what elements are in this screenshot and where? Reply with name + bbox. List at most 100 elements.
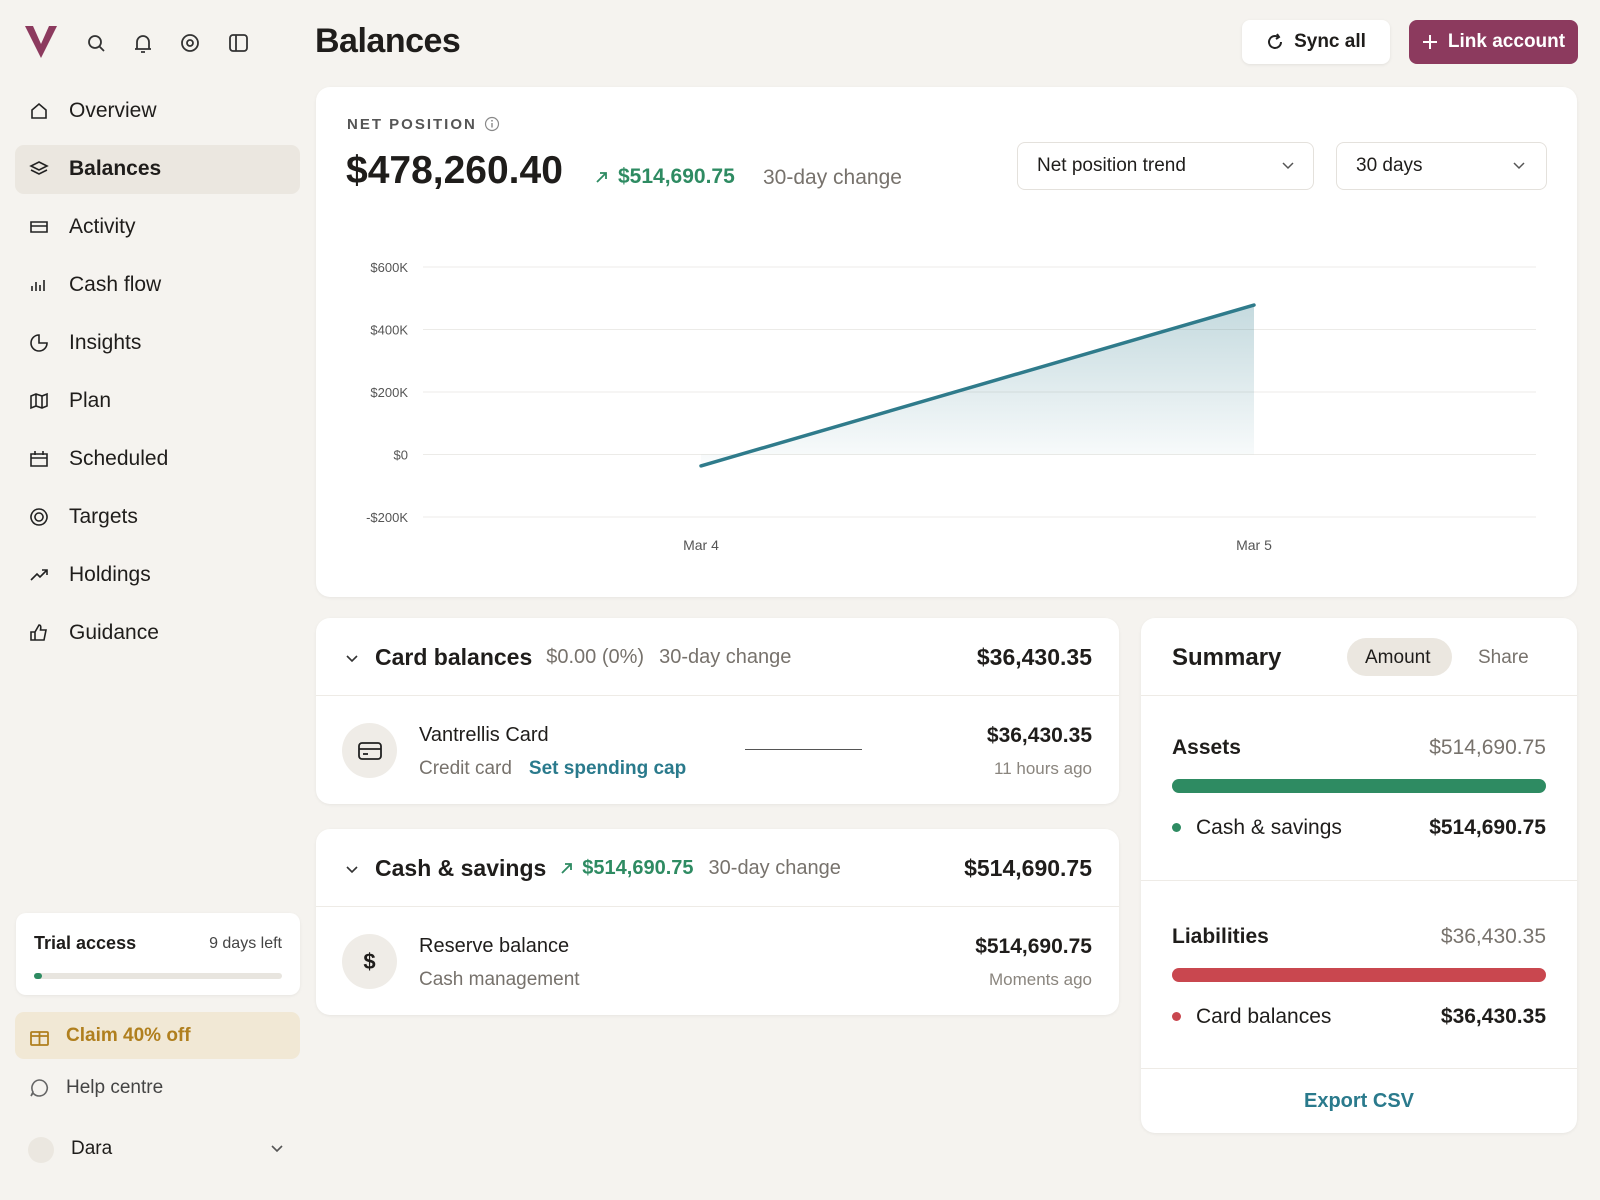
icon-path: [30, 508, 48, 526]
divider: [1141, 695, 1577, 696]
nav-item[interactable]: Holdings: [69, 563, 151, 586]
nav-icon: [30, 624, 47, 641]
assets-bar: [1172, 779, 1546, 793]
metric-select-label: Net position trend: [1037, 155, 1186, 176]
collapse-chevron[interactable]: [346, 651, 358, 669]
account-kind: Credit card: [419, 758, 512, 779]
net-chart: -$200K $0 $200K $400K $600K Mar 4 Mar 5: [366, 260, 1536, 553]
nav-icon: [30, 569, 48, 581]
group-change-label: 30-day change: [708, 857, 841, 879]
tab[interactable]: Amount: [1365, 647, 1431, 668]
liabilities-title: Liabilities: [1172, 925, 1269, 948]
nav-item[interactable]: Scheduled: [69, 447, 169, 470]
nav-item[interactable]: Guidance: [69, 621, 159, 644]
assets-title: Assets: [1172, 736, 1241, 759]
account-amount: $514,690.75: [975, 935, 1092, 958]
logo[interactable]: [22, 22, 60, 62]
icon-path: [30, 451, 48, 467]
assets-amount: $514,690.75: [1429, 816, 1546, 839]
bell-icon[interactable]: [135, 35, 151, 53]
nav-item[interactable]: Insights: [69, 331, 142, 354]
nav-icon: [30, 221, 48, 233]
liabilities-item: Card balances: [1196, 1005, 1332, 1028]
assets-total: $514,690.75: [1429, 736, 1546, 759]
group-title: Cash & savings: [375, 855, 547, 881]
account-updated: 11 hours ago: [994, 759, 1092, 778]
account-group: Cash & savings $514,690.75 30-day change $5…: [316, 829, 1119, 1015]
nav-icon: [29, 161, 49, 175]
line: [699, 303, 1256, 468]
icon-path: [30, 569, 48, 581]
chevron: [1282, 162, 1294, 170]
account-name: Reserve balance: [419, 935, 570, 957]
assets-item: Cash & savings: [1196, 816, 1342, 839]
account-amount: $36,430.35: [986, 724, 1092, 747]
account-updated: Moments ago: [989, 970, 1092, 989]
y-tick-label: -$200K: [366, 510, 408, 525]
account-name: Vantrellis Card: [419, 724, 549, 746]
y-tick-label: $400K: [370, 323, 408, 338]
net-change: $514,690.75: [618, 165, 735, 188]
toolbar-icons: [88, 34, 248, 53]
collapse-chevron[interactable]: [346, 862, 358, 880]
dot: [1172, 823, 1181, 832]
nav-item[interactable]: Cash flow: [69, 273, 162, 296]
nav-item[interactable]: Plan: [69, 389, 112, 412]
user-chevron[interactable]: [270, 1144, 284, 1154]
promo-text: Claim 40% off: [66, 1025, 191, 1046]
trial-card: Trial access 9 days left: [16, 913, 300, 995]
net-change-label: 30-day change: [763, 166, 902, 189]
account-icon: [342, 723, 397, 778]
divider: [316, 695, 1119, 696]
account-action[interactable]: Set spending cap: [528, 758, 687, 779]
nav-item[interactable]: Balances: [69, 157, 162, 180]
group-total: $36,430.35: [976, 644, 1092, 670]
link-account-label: Link account: [1447, 31, 1566, 52]
search-icon[interactable]: [88, 35, 105, 52]
sync-label: Sync all: [1294, 31, 1366, 52]
icon-path: [29, 161, 49, 175]
nav-icon: [30, 334, 48, 352]
liabilities-bar: [1172, 968, 1546, 982]
up-arrow: [560, 861, 574, 880]
help-icon: [30, 1079, 48, 1097]
gift-icon: [30, 1031, 49, 1046]
summary-card: Summary Amount Share Assets $514,690.75 …: [1141, 618, 1577, 1133]
account-icon: $: [342, 934, 397, 989]
range-select[interactable]: 30 days: [1336, 142, 1547, 190]
group-title: Card balances: [375, 644, 533, 670]
trial-progress: [34, 973, 282, 979]
x-tick-label: Mar 4: [683, 537, 719, 553]
help-link[interactable]: Help centre: [66, 1077, 164, 1098]
link-account-button[interactable]: Link account: [1409, 20, 1578, 64]
nav-icon: [31, 102, 47, 119]
nav-item[interactable]: Targets: [69, 505, 138, 528]
net-value: $478,260.40: [346, 149, 563, 192]
divider: [316, 906, 1119, 907]
icon-path: [31, 102, 47, 119]
y-tick-label: $200K: [370, 385, 408, 400]
nav-icon: [30, 451, 48, 467]
liabilities-amount: $36,430.35: [1440, 1005, 1546, 1028]
panel-icon[interactable]: [229, 34, 248, 52]
y-tick-label: $600K: [370, 260, 408, 275]
divider: [1141, 1068, 1577, 1069]
export-csv[interactable]: Export CSV: [1303, 1090, 1415, 1112]
summary-title: Summary: [1172, 644, 1282, 671]
metric-select[interactable]: Net position trend: [1017, 142, 1314, 190]
net-position-card: NET POSITION $478,260.40 $514,690.75 30-…: [316, 87, 1577, 597]
trial-title: Trial access: [34, 933, 137, 953]
info-icon[interactable]: [484, 116, 500, 132]
sparkline: [745, 749, 862, 750]
avatar: [28, 1137, 54, 1163]
tab[interactable]: Share: [1478, 647, 1529, 668]
sync-button[interactable]: Sync all: [1242, 20, 1390, 64]
up-arrow: [596, 172, 607, 183]
nav-item[interactable]: Activity: [69, 215, 136, 238]
nav-item[interactable]: Overview: [69, 99, 157, 122]
user-name[interactable]: Dara: [71, 1138, 113, 1159]
promo[interactable]: Claim 40% off: [15, 1012, 300, 1059]
settings-icon[interactable]: [181, 34, 199, 52]
page-title: Balances: [315, 22, 461, 60]
